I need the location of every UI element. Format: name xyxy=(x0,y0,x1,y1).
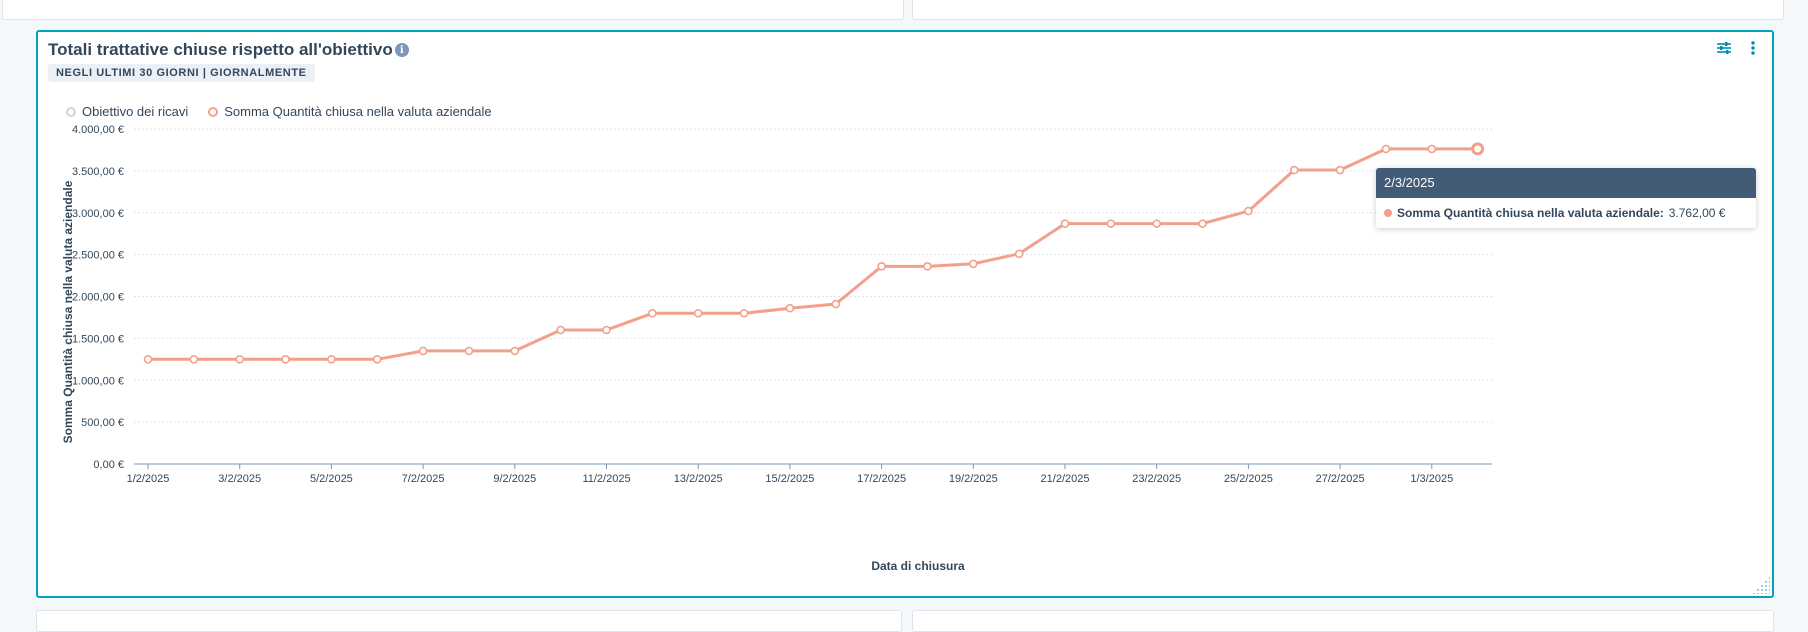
data-point xyxy=(1427,144,1437,154)
data-point xyxy=(1106,219,1116,228)
more-vertical-icon[interactable] xyxy=(1750,41,1756,60)
data-point xyxy=(418,346,428,356)
x-tick-label: 17/2/2025 xyxy=(857,473,906,485)
report-card-below-left xyxy=(36,610,902,632)
legend-item-closed-amount[interactable]: Somma Quantità chiusa nella valuta azien… xyxy=(208,104,492,119)
report-card-below-right xyxy=(912,610,1774,632)
chart-tooltip: 2/3/2025 Somma Quantità chiusa nella val… xyxy=(1376,168,1756,228)
info-icon[interactable]: i xyxy=(394,43,409,57)
y-tick-label: 2.000,00 € xyxy=(72,292,124,304)
x-axis-title: Data di chiusura xyxy=(871,559,965,573)
report-card-above-right xyxy=(912,0,1784,20)
chart-points xyxy=(143,142,1485,364)
data-point xyxy=(602,325,611,335)
x-tick-label: 5/2/2025 xyxy=(310,473,353,485)
data-point xyxy=(831,299,841,309)
report-card[interactable]: Totali trattative chiuse rispetto all'ob… xyxy=(36,30,1774,598)
legend-marker xyxy=(66,106,76,117)
data-point xyxy=(693,308,703,318)
data-point xyxy=(372,355,382,364)
x-tick-label: 9/2/2025 xyxy=(493,473,536,485)
data-point xyxy=(648,308,657,318)
data-point xyxy=(968,259,978,269)
tooltip-series-marker xyxy=(1384,209,1392,217)
report-card-above-left xyxy=(2,0,904,20)
chart-gridlines xyxy=(134,128,1492,423)
y-tick-label: 4.000,00 € xyxy=(72,124,124,136)
legend-label: Obiettivo dei ricavi xyxy=(82,104,189,119)
date-range-badge: NEGLI ULTIMI 30 GIORNI | GIORNALMENTE xyxy=(48,64,315,82)
data-point xyxy=(877,262,886,271)
x-tick-label: 19/2/2025 xyxy=(949,473,998,485)
data-point xyxy=(1060,219,1070,228)
y-tick-label: 0,00 € xyxy=(93,459,124,471)
y-axis-title: Somma Quantità chiusa nella valuta azien… xyxy=(61,180,75,443)
x-tick-label: 23/2/2025 xyxy=(1132,473,1181,485)
legend-label: Somma Quantità chiusa nella valuta azien… xyxy=(224,104,492,119)
data-point xyxy=(281,355,290,364)
x-tick-label: 3/2/2025 xyxy=(218,473,261,485)
x-tick-label: 1/2/2025 xyxy=(127,473,170,485)
data-point xyxy=(327,355,336,364)
data-point xyxy=(785,303,795,313)
chart-series xyxy=(148,147,1478,361)
data-point xyxy=(235,355,244,364)
y-tick-label: 1.000,00 € xyxy=(72,375,124,387)
data-point xyxy=(189,355,199,364)
x-tick-label: 27/2/2025 xyxy=(1316,473,1365,485)
data-point xyxy=(464,346,474,356)
x-tick-label: 7/2/2025 xyxy=(402,473,445,485)
tooltip-value: 3.762,00 € xyxy=(1668,206,1726,220)
x-tick-label: 13/2/2025 xyxy=(674,473,723,485)
y-tick-label: 2.500,00 € xyxy=(72,250,124,262)
legend-marker xyxy=(208,106,219,117)
data-point xyxy=(1381,144,1391,154)
y-tick-label: 3.000,00 € xyxy=(72,208,124,220)
sliders-icon[interactable] xyxy=(1716,41,1732,60)
chart-axes: 0,00 € 500,00 € 1.000,00 € 1.500,00 € 2.000,… xyxy=(72,124,1492,485)
data-point xyxy=(1471,142,1485,156)
tooltip-body: Somma Quantità chiusa nella valuta azien… xyxy=(1376,198,1756,228)
data-point xyxy=(1014,249,1024,259)
chart-legend: Obiettivo dei ricavi Somma Quantità chiu… xyxy=(66,104,492,119)
tooltip-date: 2/3/2025 xyxy=(1376,168,1756,198)
data-point xyxy=(510,346,520,356)
data-point xyxy=(1335,165,1345,175)
y-tick-label: 1.500,00 € xyxy=(72,333,124,345)
x-tick-label: 11/2/2025 xyxy=(582,473,630,485)
y-tick-label: 500,00 € xyxy=(81,417,124,429)
x-tick-label: 15/2/2025 xyxy=(765,473,814,485)
data-point xyxy=(556,325,565,335)
data-point xyxy=(923,262,932,271)
data-point xyxy=(1152,219,1161,228)
report-title: Totali trattative chiuse rispetto all'ob… xyxy=(48,40,409,60)
tooltip-series-label: Somma Quantità chiusa nella valuta azien… xyxy=(1397,206,1664,220)
data-point xyxy=(1289,165,1299,175)
y-tick-label: 3.500,00 € xyxy=(72,166,124,178)
data-point xyxy=(143,355,153,364)
data-point xyxy=(739,308,749,318)
legend-item-revenue-goal[interactable]: Obiettivo dei ricavi xyxy=(66,104,188,119)
data-point xyxy=(1198,219,1207,228)
x-tick-label: 21/2/2025 xyxy=(1041,473,1090,485)
line-chart[interactable]: 0,00 € 500,00 € 1.000,00 € 1.500,00 € 2.000,… xyxy=(38,32,1772,596)
x-tick-label: 1/3/2025 xyxy=(1410,473,1453,485)
x-tick-label: 25/2/2025 xyxy=(1224,473,1273,485)
report-title-text: Totali trattative chiuse rispetto all'ob… xyxy=(48,40,393,59)
data-point xyxy=(1244,206,1253,216)
series-line xyxy=(148,147,1478,361)
